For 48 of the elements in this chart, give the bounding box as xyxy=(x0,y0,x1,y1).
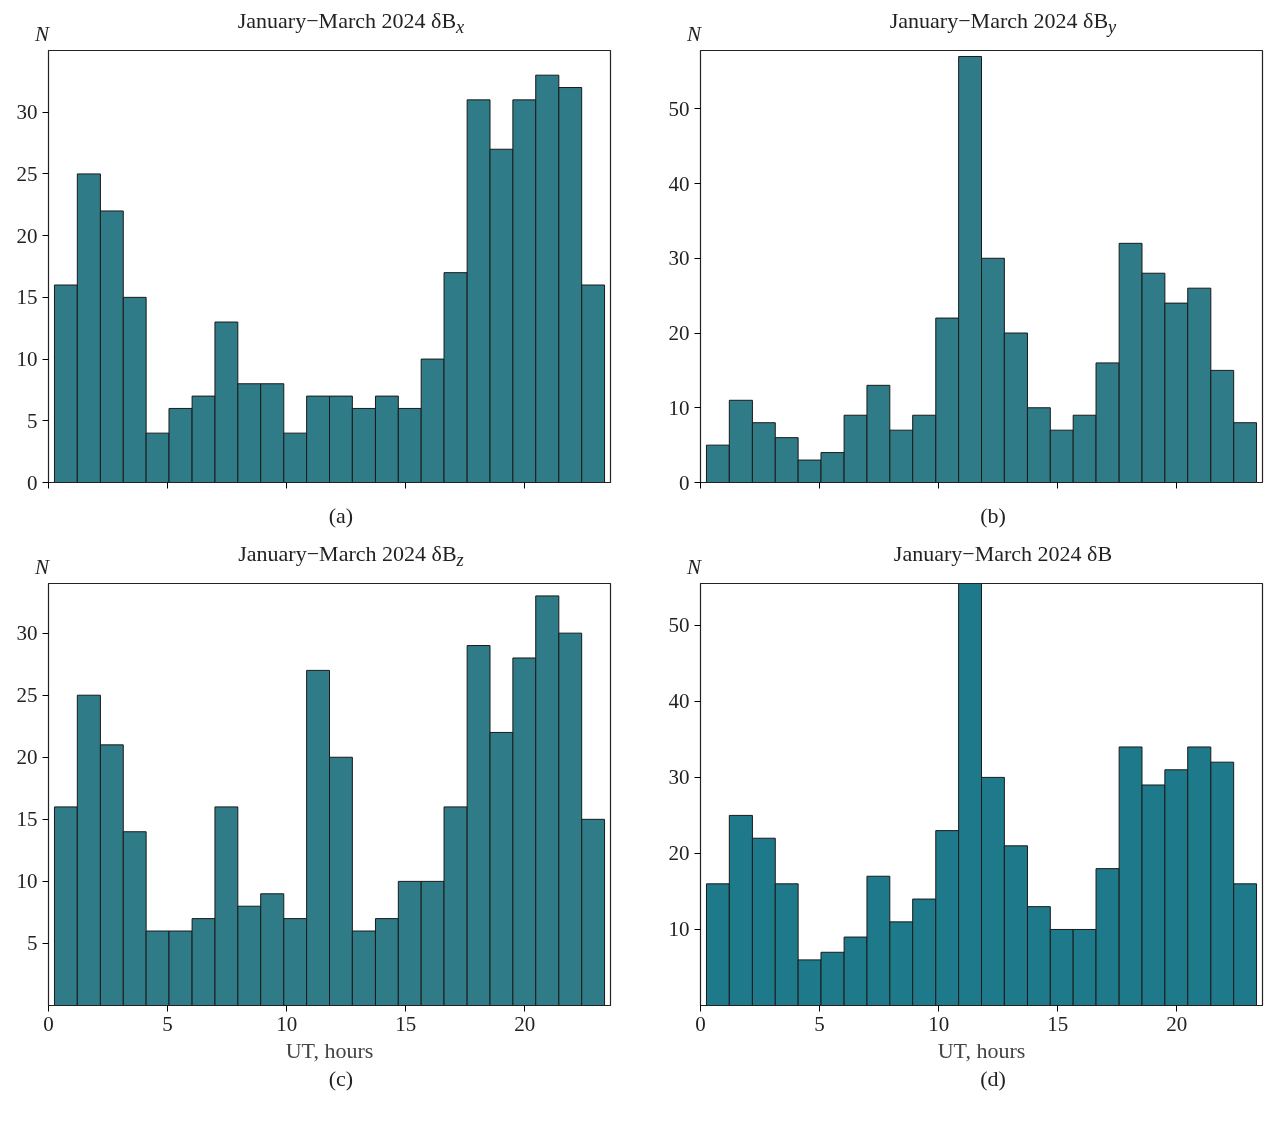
text: (d) xyxy=(980,1065,1006,1093)
x-tick-label: 15 xyxy=(1047,1011,1069,1036)
x-tick-label: 0 xyxy=(695,1011,706,1036)
y-tick-label: 0 xyxy=(679,470,690,495)
y-tick-label: 10 xyxy=(16,869,38,894)
chart-title: January−March 2024 δB xyxy=(893,540,1113,568)
x-axis-title: UT, hours xyxy=(937,1037,1026,1063)
text: (c) xyxy=(328,1065,354,1093)
y-tick-label: 10 xyxy=(668,917,690,942)
x-tick-label: 5 xyxy=(162,1011,173,1036)
chart-title: January−March 2024 δB$_{z}$ xyxy=(238,540,464,573)
y-axis-title: N xyxy=(686,554,701,581)
y-axis-title: N xyxy=(34,21,49,48)
y-tick-label: 30 xyxy=(16,621,38,646)
y-tick-label: 25 xyxy=(16,161,38,186)
y-tick-label: 20 xyxy=(16,223,38,248)
y-tick-label: 20 xyxy=(668,841,690,866)
x-tick-label: 0 xyxy=(43,1011,54,1036)
text: (b) xyxy=(980,502,1006,530)
y-tick-label: 40 xyxy=(668,689,690,714)
y-tick-label: 50 xyxy=(668,96,690,121)
text: (a) xyxy=(328,502,354,530)
y-tick-label: 20 xyxy=(16,745,38,770)
y-tick-label: 5 xyxy=(27,408,38,433)
y-tick-label: 15 xyxy=(16,807,38,832)
y-tick-label: 10 xyxy=(668,395,690,420)
y-tick-label: 20 xyxy=(668,321,690,346)
y-tick-label: 30 xyxy=(668,765,690,790)
chart-title: January−March 2024 δB$_{x}$ xyxy=(237,7,465,40)
y-tick-label: 25 xyxy=(16,683,38,708)
y-tick-label: 0 xyxy=(27,470,38,495)
y-tick-label: 5 xyxy=(27,931,38,956)
y-tick-label: 40 xyxy=(668,171,690,196)
y-axis-title: N xyxy=(34,554,49,581)
x-tick-label: 10 xyxy=(928,1011,950,1036)
x-axis-title: UT, hours xyxy=(285,1037,374,1063)
chart-title: January−March 2024 δB$_{y}$ xyxy=(889,7,1117,40)
y-tick-label: 30 xyxy=(16,100,38,125)
y-axis-title: N xyxy=(686,21,701,48)
y-tick-label: 10 xyxy=(16,347,38,372)
x-tick-label: 20 xyxy=(514,1011,536,1036)
y-tick-label: 30 xyxy=(668,246,690,271)
y-tick-label: 50 xyxy=(668,613,690,638)
x-tick-label: 10 xyxy=(276,1011,298,1036)
x-tick-label: 5 xyxy=(814,1011,825,1036)
x-tick-label: 20 xyxy=(1166,1011,1188,1036)
x-tick-label: 15 xyxy=(395,1011,417,1036)
y-tick-label: 15 xyxy=(16,285,38,310)
